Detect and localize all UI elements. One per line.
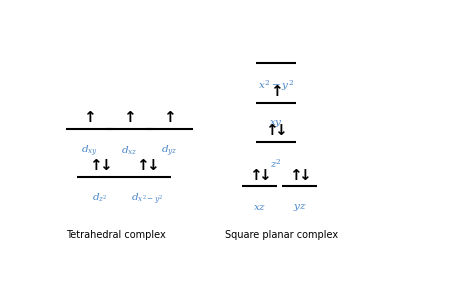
Text: Tetrahedral complex: Tetrahedral complex xyxy=(66,230,166,240)
Text: ↓: ↓ xyxy=(274,123,287,138)
Text: $d_{xy}$: $d_{xy}$ xyxy=(81,144,98,159)
Text: $xz$: $xz$ xyxy=(253,202,266,212)
Text: ↑: ↑ xyxy=(249,168,262,183)
Text: $d_{xz}$: $d_{xz}$ xyxy=(121,144,138,156)
Text: ↑: ↑ xyxy=(163,110,176,125)
Text: ↑: ↑ xyxy=(89,158,102,173)
Text: $z^2$: $z^2$ xyxy=(270,157,282,170)
Text: ↑: ↑ xyxy=(265,123,278,138)
Text: ↓: ↓ xyxy=(298,168,311,183)
Text: ↑: ↑ xyxy=(83,110,95,125)
Text: $d_{x^2-y^2}$: $d_{x^2-y^2}$ xyxy=(131,192,163,207)
Text: $d_{yz}$: $d_{yz}$ xyxy=(161,144,177,159)
Text: $yz$: $yz$ xyxy=(293,202,307,213)
Text: ↓: ↓ xyxy=(146,158,159,173)
Text: ↓: ↓ xyxy=(258,168,271,183)
Text: ↑: ↑ xyxy=(289,168,301,183)
Text: $d_{z^2}$: $d_{z^2}$ xyxy=(93,192,108,204)
Text: $xy$: $xy$ xyxy=(269,118,283,129)
Text: $x^2 - y^2$: $x^2 - y^2$ xyxy=(258,79,294,93)
Text: ↓: ↓ xyxy=(99,158,111,173)
Text: ↑: ↑ xyxy=(136,158,149,173)
Text: Square planar complex: Square planar complex xyxy=(226,230,338,240)
Text: ↑: ↑ xyxy=(123,110,136,125)
Text: ↑: ↑ xyxy=(270,84,283,99)
